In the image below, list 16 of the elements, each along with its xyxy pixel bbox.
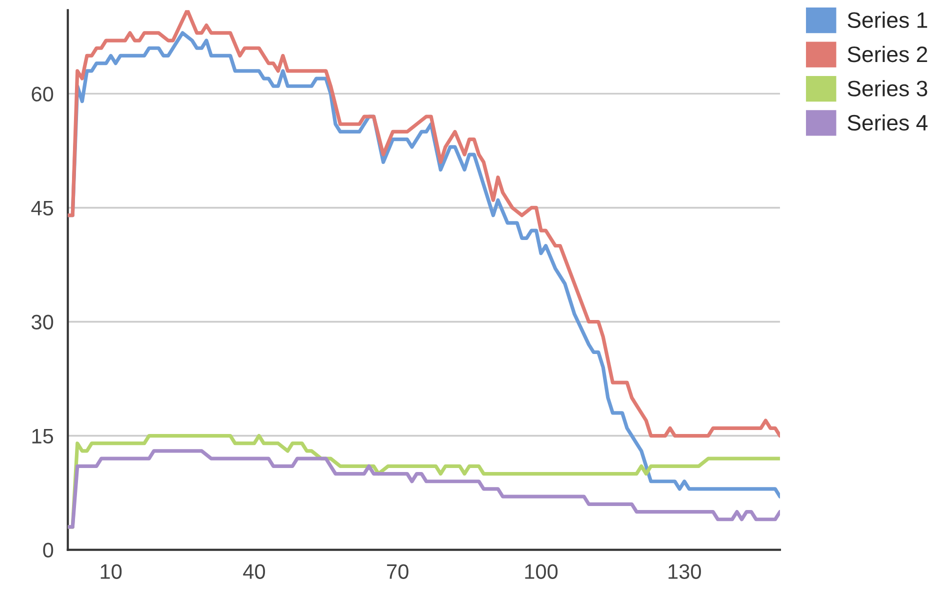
y-tick-label: 30 — [32, 314, 54, 330]
x-tick-label: 100 — [525, 564, 558, 579]
line-series — [68, 449, 780, 529]
x-tick-label: 70 — [387, 564, 408, 579]
legend-label: Series 3 — [848, 80, 928, 96]
x-tick-label: 40 — [243, 564, 265, 579]
legend-label: Series 2 — [848, 46, 928, 62]
y-tick-label: 15 — [32, 428, 54, 444]
x-tick-label: 10 — [100, 564, 122, 579]
x-tick-label: 130 — [668, 564, 701, 579]
y-tick-label: 0 — [43, 542, 54, 558]
legend-label: Series 1 — [848, 12, 928, 28]
line-series — [68, 10, 780, 438]
legend-label: Series 4 — [848, 114, 928, 131]
y-tick-label: 60 — [32, 86, 54, 102]
y-tick-label: 45 — [31, 200, 54, 216]
